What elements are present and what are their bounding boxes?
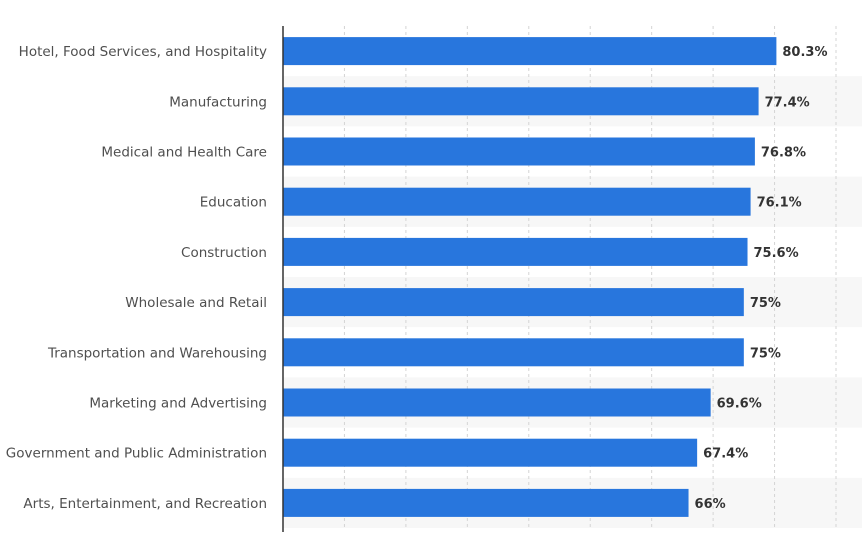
value-label: 67.4%	[703, 447, 748, 462]
value-label: 76.8%	[761, 146, 806, 161]
value-label: 75%	[750, 296, 781, 311]
value-label: 80.3%	[782, 45, 827, 60]
bar[interactable]	[283, 137, 755, 166]
bar[interactable]	[283, 237, 748, 266]
category-label: Wholesale and Retail	[125, 295, 267, 311]
labels-layer: Hotel, Food Services, and Hospitality 80.…	[6, 44, 828, 512]
bars-layer	[283, 37, 777, 517]
bar[interactable]	[283, 488, 689, 517]
category-label: Education	[200, 195, 267, 211]
bar[interactable]	[283, 87, 759, 116]
value-label: 75.6%	[754, 246, 799, 261]
value-label: 76.1%	[757, 196, 802, 211]
bar[interactable]	[283, 438, 698, 467]
category-label: Transportation and Warehousing	[47, 345, 267, 361]
value-label: 75%	[750, 346, 781, 361]
category-label: Government and Public Administration	[6, 446, 267, 462]
category-label: Arts, Entertainment, and Recreation	[23, 496, 267, 512]
value-label: 69.6%	[717, 397, 762, 412]
bar[interactable]	[283, 288, 744, 317]
bar[interactable]	[283, 187, 751, 216]
category-label: Manufacturing	[169, 94, 267, 110]
bar[interactable]	[283, 37, 777, 66]
bar[interactable]	[283, 338, 744, 367]
category-label: Construction	[181, 245, 267, 261]
category-label: Medical and Health Care	[101, 145, 267, 161]
value-label: 77.4%	[765, 95, 810, 110]
value-label: 66%	[695, 497, 726, 512]
bar[interactable]	[283, 388, 711, 417]
category-label: Hotel, Food Services, and Hospitality	[19, 44, 267, 60]
category-label: Marketing and Advertising	[89, 396, 267, 412]
